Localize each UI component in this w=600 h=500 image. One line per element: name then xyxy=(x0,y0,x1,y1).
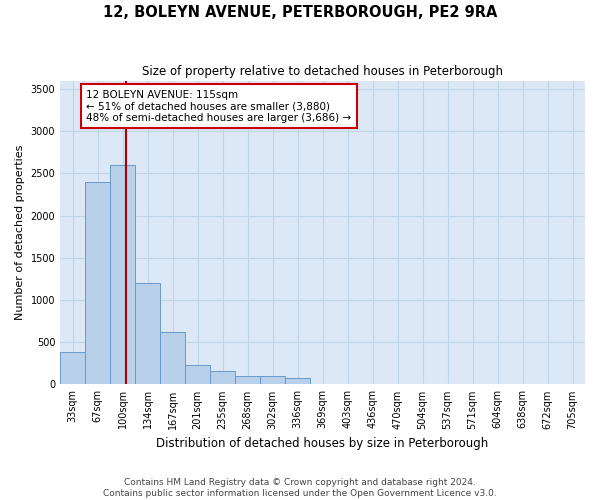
Bar xyxy=(260,376,285,384)
Bar xyxy=(135,283,160,384)
Bar xyxy=(210,372,235,384)
Bar xyxy=(285,378,310,384)
Bar xyxy=(110,165,135,384)
Text: Contains HM Land Registry data © Crown copyright and database right 2024.
Contai: Contains HM Land Registry data © Crown c… xyxy=(103,478,497,498)
Text: 12, BOLEYN AVENUE, PETERBOROUGH, PE2 9RA: 12, BOLEYN AVENUE, PETERBOROUGH, PE2 9RA xyxy=(103,5,497,20)
Bar xyxy=(85,182,110,384)
X-axis label: Distribution of detached houses by size in Peterborough: Distribution of detached houses by size … xyxy=(157,437,489,450)
Bar xyxy=(60,352,85,384)
Title: Size of property relative to detached houses in Peterborough: Size of property relative to detached ho… xyxy=(142,65,503,78)
Bar xyxy=(235,376,260,384)
Text: 12 BOLEYN AVENUE: 115sqm
← 51% of detached houses are smaller (3,880)
48% of sem: 12 BOLEYN AVENUE: 115sqm ← 51% of detach… xyxy=(86,90,352,123)
Bar xyxy=(160,332,185,384)
Bar xyxy=(185,365,210,384)
Y-axis label: Number of detached properties: Number of detached properties xyxy=(15,145,25,320)
